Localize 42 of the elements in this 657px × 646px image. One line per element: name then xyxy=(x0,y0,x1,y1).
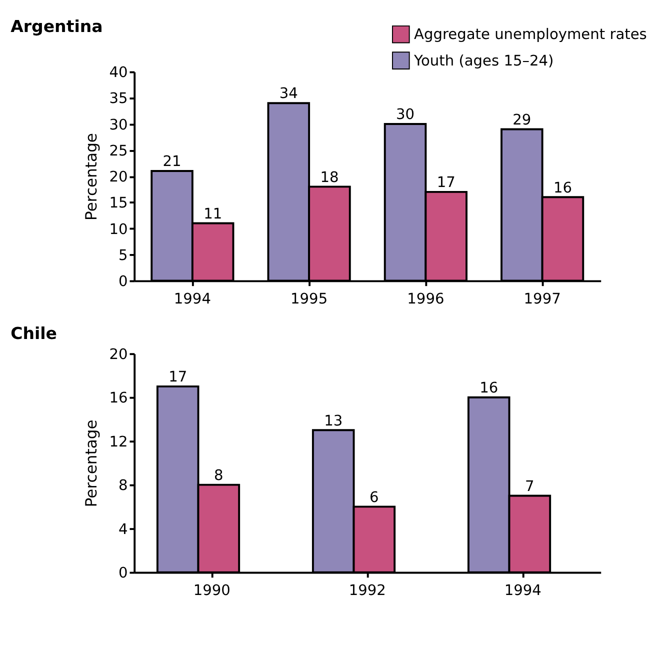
y-tick-label: 4 xyxy=(118,520,128,538)
x-tick-label: 1994 xyxy=(504,582,542,600)
y-tick-label: 8 xyxy=(118,477,128,494)
chart-title: Chile xyxy=(10,324,58,344)
legend-label: Youth (ages 15–24) xyxy=(413,52,554,70)
x-tick-label: 1996 xyxy=(407,290,444,308)
x-tick-label: 1992 xyxy=(348,582,386,600)
y-tick-label: 12 xyxy=(109,433,128,450)
y-tick-label: 16 xyxy=(109,390,128,407)
data-label: 11 xyxy=(204,205,222,222)
x-tick-label: 1994 xyxy=(174,290,211,308)
y-tick-label: 30 xyxy=(109,116,128,134)
y-tick-label: 20 xyxy=(109,346,128,363)
y-tick-label: 0 xyxy=(118,273,128,290)
data-label: 21 xyxy=(162,153,182,170)
y-axis-title: Percentage xyxy=(82,132,101,220)
x-tick-label: 1997 xyxy=(524,290,561,308)
data-label: 16 xyxy=(553,179,572,196)
y-tick-label: 10 xyxy=(109,220,128,238)
data-label: 8 xyxy=(214,466,224,484)
y-tick-label: 5 xyxy=(118,246,128,264)
y-tick-label: 20 xyxy=(109,168,128,186)
y-tick-label: 35 xyxy=(109,90,128,108)
data-label: 18 xyxy=(320,168,339,186)
y-tick-label: 25 xyxy=(109,142,128,160)
data-label: 17 xyxy=(436,174,456,192)
legend-label: Aggregate unemployment rates xyxy=(414,26,647,44)
data-label: 17 xyxy=(168,368,188,386)
data-label: 34 xyxy=(279,85,298,102)
data-label: 29 xyxy=(512,111,532,128)
y-tick-label: 40 xyxy=(109,64,128,82)
data-label: 30 xyxy=(396,106,415,124)
y-tick-label: 15 xyxy=(109,194,128,212)
data-label: 6 xyxy=(370,488,379,506)
data-label: 13 xyxy=(324,412,343,430)
y-tick-label: 0 xyxy=(118,564,128,582)
chart-title: Argentina xyxy=(10,16,103,36)
x-tick-label: 1990 xyxy=(193,582,230,600)
data-label: 7 xyxy=(525,478,534,495)
x-tick-label: 1995 xyxy=(290,290,328,308)
y-axis-title: Percentage xyxy=(82,420,101,508)
data-label: 16 xyxy=(480,379,498,396)
